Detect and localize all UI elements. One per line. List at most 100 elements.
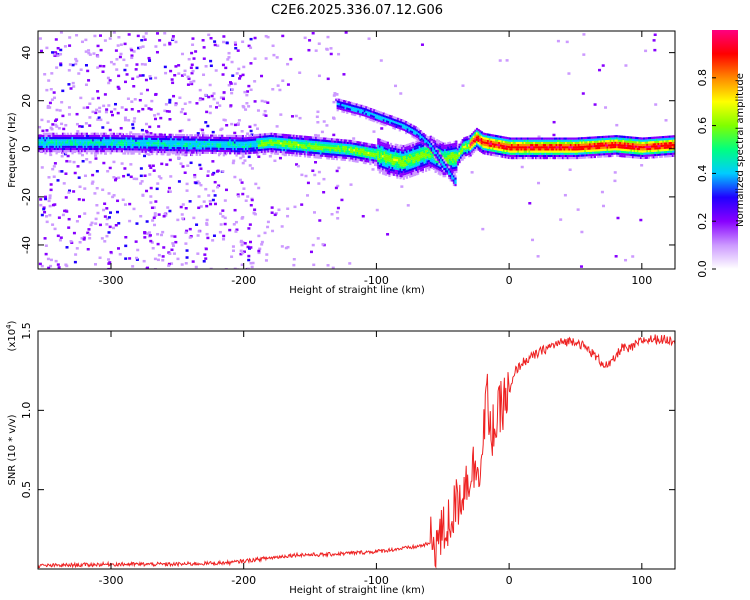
spectrogram-cell <box>558 139 561 142</box>
spectrogram-cell <box>389 144 393 148</box>
spectrogram-cell <box>55 143 58 146</box>
spectrogram-cell <box>69 240 73 243</box>
spectrogram-cell <box>319 156 323 159</box>
spectrogram-cell <box>117 139 120 142</box>
spectrogram-cell <box>560 156 563 160</box>
spectrogram-cell <box>257 138 260 141</box>
spectrogram-cell <box>393 169 396 172</box>
spectrogram-cell <box>556 39 560 43</box>
spectrogram-cell <box>60 139 63 142</box>
spectrogram-cell <box>300 141 303 145</box>
spectrogram-cell <box>169 175 173 178</box>
spectrogram-cell <box>385 156 388 159</box>
spectrogram-cell <box>555 139 558 142</box>
spectrogram-cell <box>546 156 549 160</box>
spectrogram-cell <box>284 146 288 150</box>
spectrogram-cell <box>151 150 154 153</box>
spectrogram-cell <box>514 150 517 153</box>
spectrogram-cell <box>499 137 503 141</box>
spectrogram-cell <box>428 164 431 167</box>
spectrogram-cell <box>154 117 158 121</box>
spectrogram-cell <box>92 147 95 151</box>
spectrogram-cell <box>496 154 499 157</box>
spectrogram-cell <box>485 141 488 145</box>
spectrogram-cell <box>498 142 501 145</box>
spectrogram-cell <box>547 148 550 151</box>
spectrogram-cell <box>590 153 593 157</box>
spectrogram-cell <box>235 143 238 146</box>
spectrogram-cell <box>69 141 73 144</box>
spectrogram-cell <box>163 43 167 47</box>
spectrogram-cell <box>280 150 283 154</box>
spectrogram-cell <box>79 145 82 148</box>
spectrogram-cell <box>304 174 308 178</box>
spectrogram-cell <box>503 155 506 159</box>
spectrogram-cell <box>291 151 294 155</box>
spectrogram-cell <box>533 152 536 155</box>
spectrogram-cell <box>66 143 69 146</box>
spectrogram-cell <box>308 155 311 158</box>
spectrogram-cell <box>165 110 169 113</box>
spectrogram-cell <box>410 142 413 145</box>
spectrogram-cell <box>574 156 577 160</box>
spectrogram-cell <box>555 141 558 145</box>
spectrogram-cell <box>106 76 110 80</box>
spectrogram-cell <box>69 147 73 151</box>
spectrogram-cell <box>256 136 259 139</box>
spectrogram-cell <box>421 149 424 152</box>
spectrogram-cell <box>47 147 50 151</box>
spectrogram-cell <box>458 152 461 155</box>
spectrogram-cell <box>229 147 232 151</box>
spectrogram-cell <box>479 130 482 133</box>
spectrogram-cell <box>176 138 179 141</box>
spectrogram-cell <box>248 134 251 137</box>
spectrogram-cell <box>90 137 93 140</box>
spectrogram-cell <box>436 141 439 144</box>
spectrogram-cell <box>116 145 119 148</box>
spectrogram-cell <box>311 243 315 247</box>
spectrogram-cell <box>92 143 95 146</box>
spectrogram-cell <box>125 135 128 138</box>
spectrogram-cell <box>109 139 112 142</box>
spectrogram-cell <box>625 138 628 141</box>
spectrogram-cell <box>288 138 291 141</box>
spectrogram-cell <box>600 144 603 147</box>
spectrogram-cell <box>87 145 90 148</box>
spectrogram-cell <box>101 139 104 142</box>
spectrogram-cell <box>240 130 244 133</box>
spectrogram-cell <box>202 140 205 144</box>
spectrogram-cell <box>82 150 85 153</box>
spectrogram-cell <box>202 149 205 152</box>
spectrogram-cell <box>417 172 420 175</box>
spectrogram-cell <box>509 154 512 158</box>
spectrogram-cell <box>65 137 68 140</box>
spectrogram-cell <box>235 145 238 148</box>
spectrogram-cell <box>386 150 389 153</box>
spectrogram-cell <box>272 141 275 144</box>
spectrogram-cell <box>507 150 510 153</box>
spectrogram-cell <box>361 141 364 145</box>
spectrogram-cell <box>254 142 257 145</box>
spectrogram-cell <box>135 133 138 136</box>
spectrogram-cell <box>362 159 366 162</box>
spectrogram-cell <box>213 180 217 184</box>
spectrogram-cell <box>66 147 69 151</box>
spectrogram-cell <box>533 150 536 153</box>
spectrogram-cell <box>237 67 241 71</box>
spectrogram-cell <box>507 152 510 155</box>
spectrogram-cell <box>119 147 122 151</box>
spectrogram-cell <box>391 156 394 159</box>
spectrogram-cell <box>202 151 205 154</box>
spectrogram-cell <box>362 157 366 160</box>
spectrogram-cell <box>367 143 370 146</box>
spectrogram-cell <box>385 147 388 150</box>
spectrogram-cell <box>311 140 315 143</box>
spectrogram-cell <box>111 134 114 138</box>
spectrogram-cell <box>472 135 475 138</box>
spectrogram-cell <box>370 152 374 155</box>
spectrogram-cell <box>409 160 412 163</box>
spectrogram-cell <box>429 155 432 158</box>
spectrogram-cell <box>534 143 538 147</box>
spectrogram-cell <box>128 145 131 149</box>
spectrogram-cell <box>77 72 81 75</box>
